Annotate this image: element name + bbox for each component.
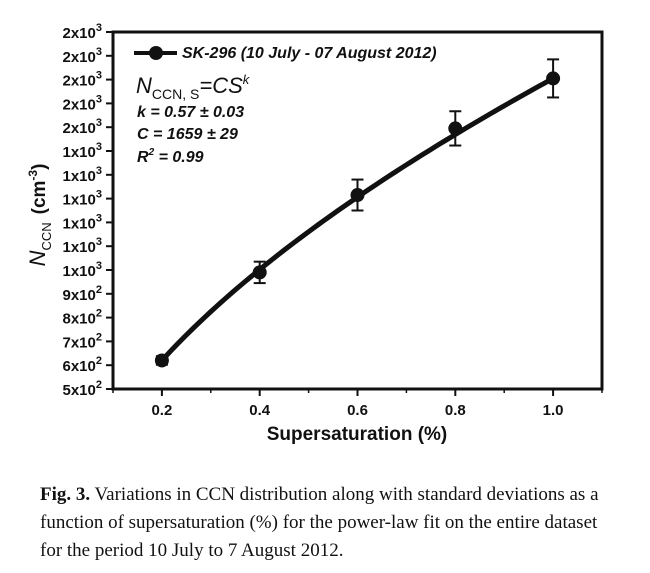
ccn-chart: 0.2 0.4 0.6 0.8 1.0 5x102 6x102 7x102 8x102 9x10…	[25, 22, 604, 445]
y-tick-label: 1x103	[63, 212, 103, 232]
data-point	[350, 188, 365, 203]
data-point	[252, 265, 267, 280]
y-tick-label: 5x102	[63, 379, 103, 399]
legend: SK-296 (10 July - 07 August 2012)	[134, 45, 437, 62]
x-axis: 0.2 0.4 0.6 0.8 1.0	[112, 389, 603, 419]
y-tick-label: 2x103	[63, 70, 103, 90]
y-tick-label: 2x103	[63, 22, 103, 42]
y-tick-label: 2x103	[63, 93, 103, 113]
svg-text:NCCN(cm-3): NCCN(cm-3)	[25, 164, 54, 267]
y-tick-label: 2x103	[63, 117, 103, 137]
y-axis-label: NCCN(cm-3)	[25, 164, 54, 267]
y-tick-label: 1x103	[63, 165, 103, 185]
x-tick-label: 0.4	[249, 402, 271, 419]
fit-k: k = 0.57 ± 0.03	[137, 104, 244, 121]
fit-equation: NCCN, S=CSk	[136, 72, 251, 102]
legend-marker	[149, 46, 163, 60]
y-tick-label: 1x103	[63, 236, 103, 256]
y-axis: 5x102 6x102 7x102 8x102 9x102 1x103 1x103 1x103…	[63, 22, 113, 399]
y-tick-label: 1x103	[63, 189, 103, 209]
y-tick-label: 6x102	[63, 355, 103, 375]
fit-c: C = 1659 ± 29	[137, 126, 238, 143]
x-tick-label: 0.2	[151, 402, 172, 419]
legend-label: SK-296 (10 July - 07 August 2012)	[182, 45, 437, 62]
x-tick-label: 0.8	[445, 402, 466, 419]
points-layer	[154, 58, 561, 368]
y-tick-label: 7x102	[63, 331, 103, 351]
fit-annotation: NCCN, S=CSk k = 0.57 ± 0.03 C = 1659 ± 2…	[136, 72, 251, 166]
x-tick-label: 1.0	[543, 402, 564, 419]
y-tick-label: 1x103	[63, 260, 103, 280]
y-tick-label: 8x102	[63, 308, 103, 328]
fit-r2: R2 = 0.99	[137, 147, 204, 166]
y-tick-label: 9x102	[63, 284, 103, 304]
data-point	[448, 121, 463, 136]
y-tick-label: 1x103	[63, 141, 103, 161]
data-point	[154, 353, 169, 368]
caption-label: Fig. 3.	[40, 484, 91, 505]
y-tick-label: 2x103	[63, 46, 103, 66]
figure-caption: Fig. 3. Variations in CCN distribution a…	[40, 481, 620, 565]
data-point	[546, 71, 561, 86]
x-axis-label: Supersaturation (%)	[267, 424, 448, 445]
caption-text: Variations in CCN distribution along wit…	[40, 484, 599, 561]
x-tick-label: 0.6	[347, 402, 368, 419]
